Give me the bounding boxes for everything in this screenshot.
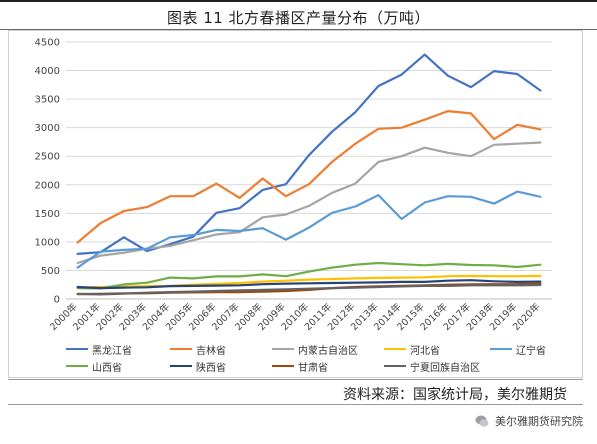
y-tick-label: 1500 [35,209,60,220]
series-line [76,283,542,296]
legend-item: 辽宁省 [490,342,546,357]
legend-swatch [272,365,294,367]
legend-swatch [490,348,512,350]
legend-label: 宁夏回族自治区 [410,362,480,374]
legend-label: 黑龙江省 [92,345,132,357]
y-tick-label: 4000 [35,66,60,77]
legend-item: 宁夏回族自治区 [384,359,480,374]
line-chart: 0500100015002000250030003500400045002000… [35,38,552,333]
legend-item: 内蒙古自治区 [272,342,358,357]
divider-bottom [8,404,583,405]
series-line [76,141,542,265]
legend-swatch [272,348,294,350]
legend-item: 甘肃省 [272,359,328,374]
legend-label: 吉林省 [196,345,226,357]
y-tick-label: 4500 [35,38,60,49]
legend-label: 河北省 [410,345,440,357]
legend-item: 陕西省 [170,359,226,374]
legend-swatch [66,365,88,367]
chat-bubble-icon [475,415,489,427]
legend-item: 河北省 [384,342,440,357]
series-line [76,190,542,269]
legend-item: 山西省 [66,359,122,374]
chart-title: 图表 11 北方春播区产量分布（万吨） [166,9,431,27]
series-line [76,53,542,255]
legend-label: 山西省 [92,362,122,374]
legend-swatch [170,365,192,367]
chart-frame [8,30,583,378]
watermark-text: 美尔雅期货研究院 [495,415,583,428]
legend-label: 内蒙古自治区 [298,345,358,357]
legend-label: 辽宁省 [516,345,546,357]
source-note: 资料来源：国家统计局，美尔雅期货 [343,387,567,403]
y-tick-label: 3500 [35,95,60,106]
y-tick-label: 2500 [35,152,60,163]
legend-item: 吉林省 [170,342,226,357]
legend-swatch [384,348,406,350]
legend-label: 甘肃省 [298,362,328,374]
series-line [76,261,542,290]
legend-label: 陕西省 [196,362,226,374]
y-tick-label: 3000 [35,123,60,134]
legend-swatch [66,348,88,350]
divider-top [8,379,583,380]
y-tick-label: 2000 [35,180,60,191]
series-line [76,279,542,290]
legend-swatch [170,348,192,350]
series-line [76,109,542,244]
y-tick-label: 500 [41,266,60,277]
legend-item: 黑龙江省 [66,342,132,357]
watermark: 美尔雅期货研究院 [475,413,583,429]
y-tick-label: 1000 [35,237,60,248]
chart-title-bar: 图表 11 北方春播区产量分布（万吨） [0,0,597,30]
y-tick-label: 0 [54,295,60,306]
legend-swatch [384,365,406,367]
